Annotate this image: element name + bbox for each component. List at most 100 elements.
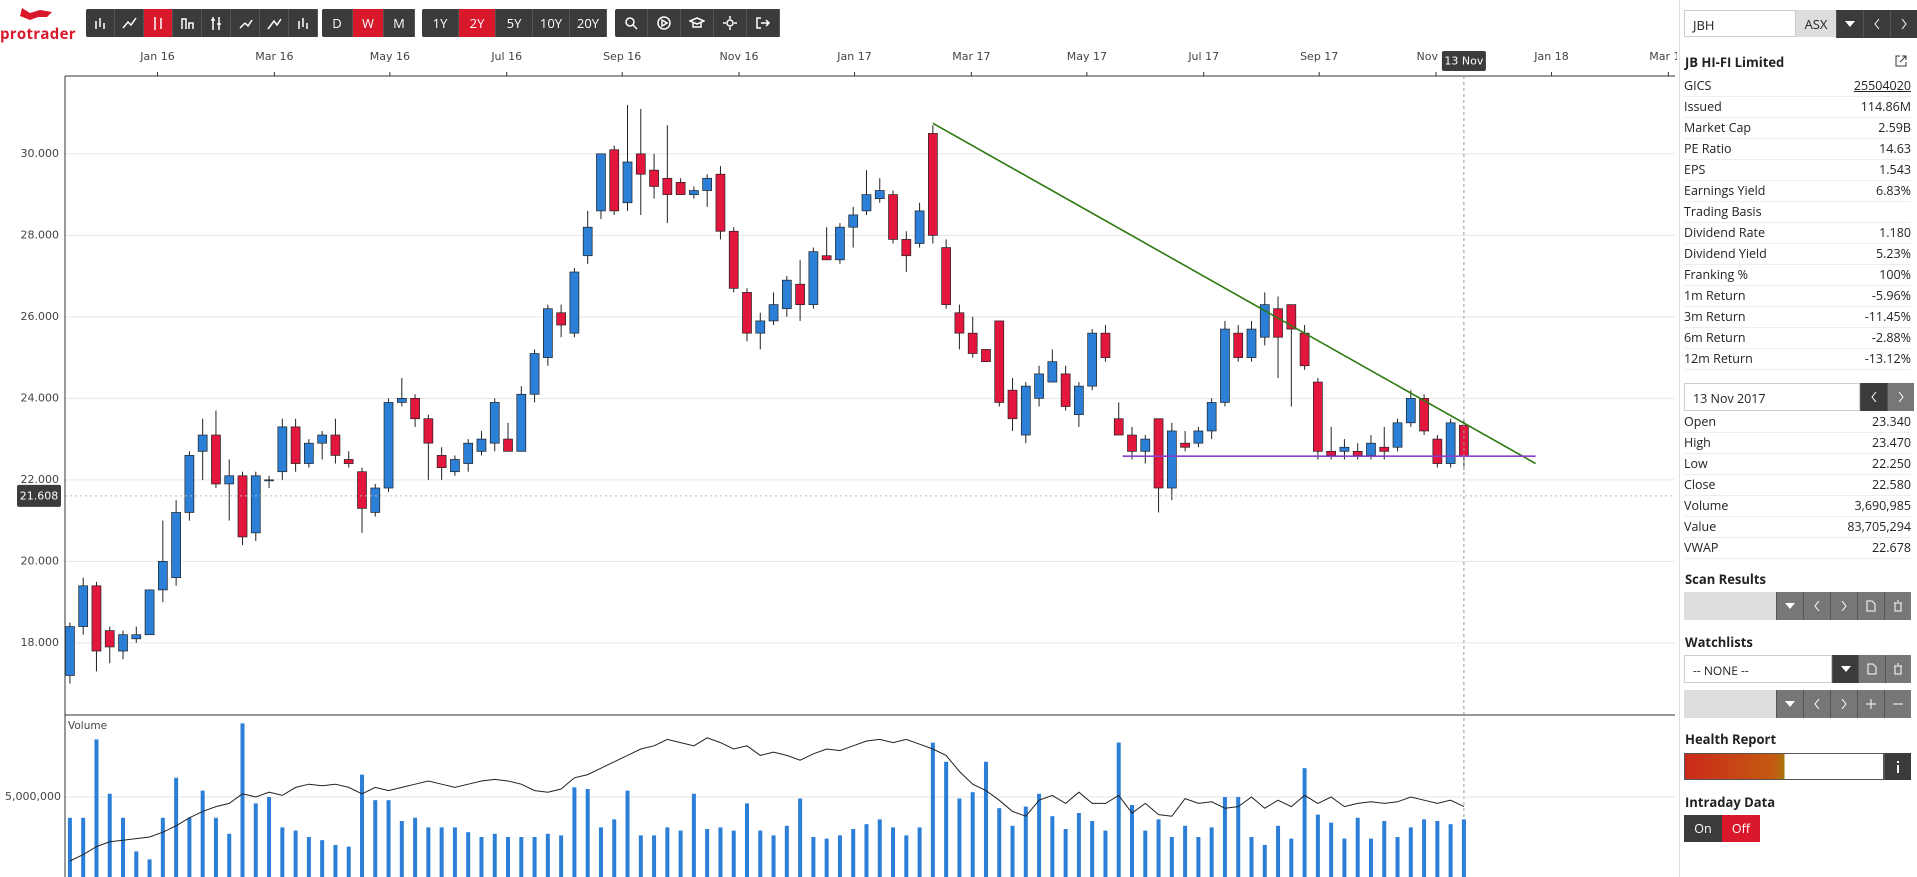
chart-type-button[interactable]: [260, 9, 289, 37]
candle-body: [543, 308, 553, 358]
prev-button[interactable]: [1863, 10, 1890, 38]
toolbar-button[interactable]: 2Y: [459, 9, 496, 37]
candle-body: [516, 393, 527, 452]
volume-bar: [691, 793, 696, 877]
health-gauge: [1684, 753, 1884, 780]
next-button[interactable]: [1830, 690, 1857, 718]
volume-bar: [718, 827, 723, 877]
tool-button[interactable]: [681, 9, 714, 37]
add-button[interactable]: [1857, 690, 1884, 718]
info-label: VWAP: [1684, 539, 1719, 556]
toolbar-button[interactable]: 20Y: [570, 9, 607, 37]
exchange[interactable]: ASX: [1796, 10, 1836, 37]
info-row: Earnings Yield 6.83%: [1684, 180, 1911, 202]
volume-bar: [293, 830, 298, 877]
info-label: GICS: [1684, 77, 1712, 94]
candle-body: [928, 133, 938, 236]
candle-body: [330, 434, 341, 456]
logo[interactable]: protrader: [0, 4, 76, 44]
candle-body: [1193, 430, 1204, 444]
delete-button[interactable]: [1884, 592, 1911, 620]
candle-body: [91, 585, 102, 652]
external-link-icon[interactable]: [1895, 55, 1907, 67]
intraday-button[interactable]: On: [1684, 815, 1722, 842]
candle-body: [171, 512, 181, 579]
volume-bar: [532, 836, 537, 877]
tool-button[interactable]: [615, 9, 648, 37]
volume-bar: [452, 827, 457, 877]
toolbar-button[interactable]: 10Y: [533, 9, 570, 37]
intraday-button[interactable]: Off: [1722, 815, 1760, 842]
volume-bar: [837, 835, 842, 877]
x-tick-label: Jan 17: [836, 50, 871, 63]
volume-bar: [1010, 825, 1015, 877]
dropdown-button[interactable]: [1832, 655, 1859, 683]
dropdown-button[interactable]: [1776, 690, 1803, 718]
volume-bar: [944, 761, 949, 877]
tool-button[interactable]: [714, 9, 747, 37]
chart-type-button[interactable]: [115, 9, 144, 37]
volume-bar: [320, 840, 325, 877]
new-button[interactable]: [1857, 592, 1884, 620]
chart-type-button[interactable]: [231, 9, 260, 37]
next-button[interactable]: [1890, 10, 1917, 38]
prev-button[interactable]: [1803, 592, 1830, 620]
candle-body: [888, 194, 898, 240]
volume-bar: [877, 819, 882, 877]
volume-bar: [121, 817, 126, 877]
info-row: High 23.470: [1684, 432, 1911, 454]
volume-bar: [306, 836, 311, 877]
info-row: Low 22.250: [1684, 453, 1911, 475]
info-row: Open 23.340: [1684, 411, 1911, 433]
candle-body: [808, 251, 819, 305]
info-value[interactable]: 25504020: [1853, 77, 1911, 94]
candle-body: [1259, 304, 1270, 338]
chart-type-button[interactable]: [173, 9, 202, 37]
prev-button[interactable]: [1803, 690, 1830, 718]
chart-type-button[interactable]: [86, 9, 115, 37]
symbol-input[interactable]: JBH: [1684, 10, 1796, 37]
toolbar-button[interactable]: W: [353, 9, 384, 37]
volume-bar: [1289, 838, 1294, 877]
sidebar: JBH ASX JB HI-FI Limited GICS 25504020 Iss…: [1679, 0, 1917, 877]
candle-body: [436, 455, 447, 468]
toolbar-button[interactable]: M: [384, 9, 415, 37]
tool-button[interactable]: [747, 9, 780, 37]
dropdown-button[interactable]: [1776, 592, 1803, 620]
x-tick-label: Mar 17: [952, 50, 990, 63]
y-tick-label: 26.000: [21, 310, 60, 323]
remove-button[interactable]: [1884, 690, 1911, 718]
toolbar-button[interactable]: 5Y: [496, 9, 533, 37]
info-value: -5.96%: [1871, 287, 1911, 304]
candle-body: [675, 182, 686, 195]
item-select[interactable]: [1684, 690, 1776, 718]
toolbar-button[interactable]: 1Y: [422, 9, 459, 37]
candle-body: [1326, 450, 1336, 456]
delete-button[interactable]: [1884, 655, 1911, 683]
new-button[interactable]: [1858, 655, 1885, 683]
watchlist-select[interactable]: -- NONE --: [1684, 655, 1833, 683]
date-input[interactable]: 13 Nov 2017: [1684, 383, 1860, 411]
chart-type-button[interactable]: [202, 9, 231, 37]
tool-button[interactable]: [648, 9, 681, 37]
candle-body: [1246, 328, 1257, 358]
volume-bar: [598, 827, 603, 877]
volume-bar: [1222, 796, 1227, 877]
chart-type-button[interactable]: [144, 9, 173, 37]
info-label: 1m Return: [1684, 287, 1746, 304]
next-date[interactable]: [1887, 383, 1914, 411]
info-button[interactable]: [1884, 753, 1911, 780]
candle-body: [343, 459, 354, 464]
scan-select[interactable]: [1684, 592, 1776, 620]
prev-date[interactable]: [1860, 383, 1887, 411]
dropdown-button[interactable]: [1836, 10, 1863, 38]
chart-type-button[interactable]: [289, 9, 318, 37]
x-tick-label: Jan 16: [139, 50, 174, 63]
toolbar-button[interactable]: D: [322, 9, 353, 37]
volume-bar: [784, 825, 789, 877]
y-tick-label: 18.000: [21, 636, 60, 649]
info-value: 23.340: [1871, 413, 1911, 430]
volume-bar: [625, 790, 630, 877]
next-button[interactable]: [1830, 592, 1857, 620]
candle-body: [1286, 304, 1297, 330]
